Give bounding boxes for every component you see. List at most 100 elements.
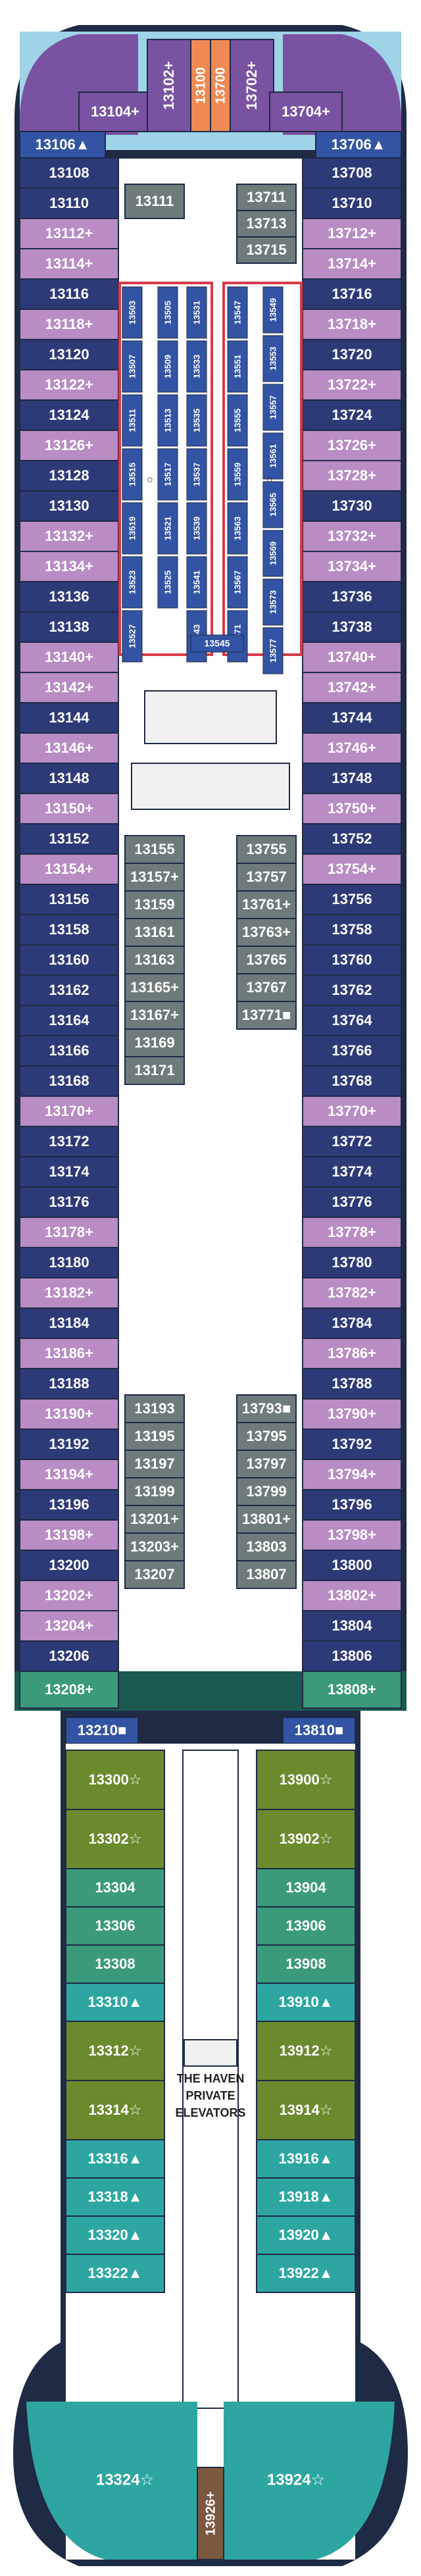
cabin-13742[interactable]: 13742+ bbox=[302, 672, 402, 703]
cabin-13509[interactable]: 13509 bbox=[157, 340, 178, 393]
cabin-13513[interactable]: 13513 bbox=[157, 394, 178, 447]
cabin-13537[interactable]: 13537 bbox=[186, 448, 207, 501]
cabin-13182[interactable]: 13182+ bbox=[19, 1277, 119, 1309]
cabin-13152[interactable]: 13152 bbox=[19, 823, 119, 855]
cabin-13122[interactable]: 13122+ bbox=[19, 369, 119, 401]
cabin-13523[interactable]: 13523 bbox=[122, 556, 143, 609]
cabin-13320[interactable]: 13320▲ bbox=[65, 2215, 165, 2255]
cabin-13732[interactable]: 13732+ bbox=[302, 520, 402, 552]
cabin-13922[interactable]: 13922▲ bbox=[256, 2254, 356, 2293]
cabin-13136[interactable]: 13136 bbox=[19, 581, 119, 613]
cabin-13116[interactable]: 13116 bbox=[19, 278, 119, 310]
cabin-13730[interactable]: 13730 bbox=[302, 490, 402, 522]
cabin-13702[interactable]: 13702+ bbox=[230, 39, 274, 132]
cabin-13535[interactable]: 13535 bbox=[186, 394, 207, 447]
cabin-13755[interactable]: 13755 bbox=[236, 835, 297, 864]
cabin-13565[interactable]: 13565 bbox=[262, 481, 284, 528]
cabin-13106[interactable]: 13106▲ bbox=[19, 131, 106, 159]
cabin-13180[interactable]: 13180 bbox=[19, 1247, 119, 1278]
cabin-13163[interactable]: 13163 bbox=[124, 946, 185, 974]
cabin-13519[interactable]: 13519 bbox=[122, 502, 143, 555]
cabin-13172[interactable]: 13172 bbox=[19, 1126, 119, 1157]
cabin-13531[interactable]: 13531 bbox=[186, 286, 207, 339]
cabin-13764[interactable]: 13764 bbox=[302, 1005, 402, 1036]
cabin-13132[interactable]: 13132+ bbox=[19, 520, 119, 552]
cabin-13539[interactable]: 13539 bbox=[186, 502, 207, 555]
cabin-13527[interactable]: 13527 bbox=[122, 610, 143, 663]
cabin-13720[interactable]: 13720 bbox=[302, 339, 402, 370]
cabin-13186[interactable]: 13186+ bbox=[19, 1338, 119, 1369]
cabin-13900[interactable]: 13900☆ bbox=[256, 1750, 356, 1810]
cabin-13193[interactable]: 13193 bbox=[124, 1394, 185, 1423]
cabin-13202[interactable]: 13202+ bbox=[19, 1580, 119, 1611]
cabin-13507[interactable]: 13507 bbox=[122, 340, 143, 393]
cabin-13310[interactable]: 13310▲ bbox=[65, 1983, 165, 2022]
cabin-13563[interactable]: 13563 bbox=[227, 502, 248, 555]
cabin-13314[interactable]: 13314☆ bbox=[65, 2080, 165, 2140]
cabin-13793[interactable]: 13793■ bbox=[236, 1394, 297, 1423]
cabin-13169[interactable]: 13169 bbox=[124, 1028, 185, 1057]
cabin-13810[interactable]: 13810■ bbox=[282, 1717, 356, 1744]
cabin-13503[interactable]: 13503 bbox=[122, 286, 143, 339]
cabin-13734[interactable]: 13734+ bbox=[302, 551, 402, 582]
cabin-13804[interactable]: 13804 bbox=[302, 1610, 402, 1642]
cabin-13744[interactable]: 13744 bbox=[302, 702, 402, 734]
cabin-13118[interactable]: 13118+ bbox=[19, 309, 119, 340]
cabin-13104[interactable]: 13104+ bbox=[78, 91, 152, 132]
cabin-13920[interactable]: 13920▲ bbox=[256, 2215, 356, 2255]
cabin-13746[interactable]: 13746+ bbox=[302, 732, 402, 764]
cabin-13198[interactable]: 13198+ bbox=[19, 1519, 119, 1551]
cabin-13706[interactable]: 13706▲ bbox=[315, 131, 402, 159]
cabin-13750[interactable]: 13750+ bbox=[302, 793, 402, 824]
cabin-13533[interactable]: 13533 bbox=[186, 340, 207, 393]
cabin-13740[interactable]: 13740+ bbox=[302, 642, 402, 673]
cabin-13795[interactable]: 13795 bbox=[236, 1422, 297, 1451]
cabin-13203[interactable]: 13203+ bbox=[124, 1532, 185, 1561]
cabin-13718[interactable]: 13718+ bbox=[302, 309, 402, 340]
cabin-13726[interactable]: 13726+ bbox=[302, 430, 402, 461]
cabin-13199[interactable]: 13199 bbox=[124, 1477, 185, 1506]
cabin-13196[interactable]: 13196 bbox=[19, 1489, 119, 1521]
cabin-13806[interactable]: 13806 bbox=[302, 1640, 402, 1672]
cabin-13577[interactable]: 13577 bbox=[262, 627, 284, 674]
cabin-13914[interactable]: 13914☆ bbox=[256, 2080, 356, 2140]
cabin-13802[interactable]: 13802+ bbox=[302, 1580, 402, 1611]
cabin-13155[interactable]: 13155 bbox=[124, 835, 185, 864]
cabin-13515[interactable]: 13515 bbox=[122, 448, 143, 501]
cabin-13712[interactable]: 13712+ bbox=[302, 218, 402, 249]
cabin-13711[interactable]: 13711 bbox=[236, 184, 297, 211]
cabin-13800[interactable]: 13800 bbox=[302, 1550, 402, 1581]
cabin-13799[interactable]: 13799 bbox=[236, 1477, 297, 1506]
cabin-13790[interactable]: 13790+ bbox=[302, 1398, 402, 1430]
cabin-13126[interactable]: 13126+ bbox=[19, 430, 119, 461]
cabin-13192[interactable]: 13192 bbox=[19, 1428, 119, 1460]
cabin-13206[interactable]: 13206 bbox=[19, 1640, 119, 1672]
cabin-13188[interactable]: 13188 bbox=[19, 1368, 119, 1400]
cabin-13807[interactable]: 13807 bbox=[236, 1560, 297, 1589]
cabin-13111[interactable]: 13111 bbox=[124, 184, 185, 219]
cabin-13208[interactable]: 13208+ bbox=[19, 1671, 119, 1709]
cabin-13559[interactable]: 13559 bbox=[227, 448, 248, 501]
cabin-13748[interactable]: 13748 bbox=[302, 763, 402, 794]
cabin-13154[interactable]: 13154+ bbox=[19, 853, 119, 885]
cabin-13908[interactable]: 13908 bbox=[256, 1944, 356, 1984]
cabin-13557[interactable]: 13557 bbox=[262, 384, 284, 431]
cabin-13704[interactable]: 13704+ bbox=[269, 91, 343, 132]
cabin-13714[interactable]: 13714+ bbox=[302, 248, 402, 280]
cabin-13765[interactable]: 13765 bbox=[236, 946, 297, 974]
cabin-13195[interactable]: 13195 bbox=[124, 1422, 185, 1451]
cabin-13150[interactable]: 13150+ bbox=[19, 793, 119, 824]
cabin-13160[interactable]: 13160 bbox=[19, 944, 119, 976]
cabin-13803[interactable]: 13803 bbox=[236, 1532, 297, 1561]
cabin-13112[interactable]: 13112+ bbox=[19, 218, 119, 249]
cabin-13178[interactable]: 13178+ bbox=[19, 1217, 119, 1248]
cabin-13700[interactable]: 13700 bbox=[210, 39, 231, 132]
cabin-13148[interactable]: 13148 bbox=[19, 763, 119, 794]
cabin-13204[interactable]: 13204+ bbox=[19, 1610, 119, 1642]
cabin-13778[interactable]: 13778+ bbox=[302, 1217, 402, 1248]
cabin-13710[interactable]: 13710 bbox=[302, 188, 402, 219]
cabin-13158[interactable]: 13158 bbox=[19, 914, 119, 946]
cabin-13167[interactable]: 13167+ bbox=[124, 1001, 185, 1030]
cabin-13798[interactable]: 13798+ bbox=[302, 1519, 402, 1551]
cabin-13772[interactable]: 13772 bbox=[302, 1126, 402, 1157]
